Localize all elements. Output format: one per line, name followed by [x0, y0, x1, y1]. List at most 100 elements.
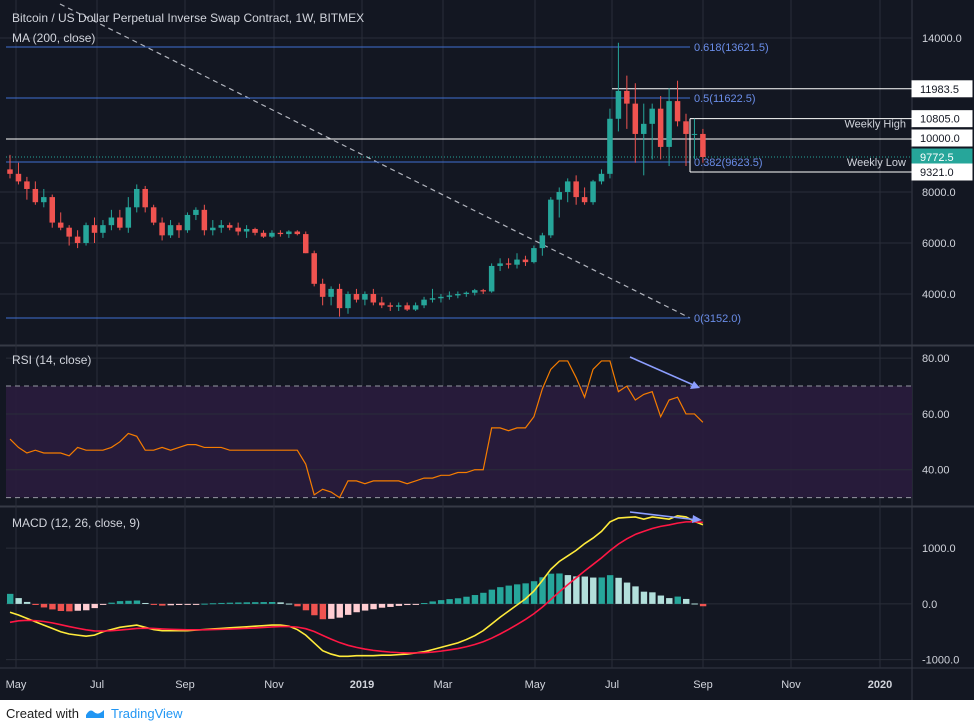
macd-histogram-bar — [361, 603, 369, 611]
rsi-arrowhead — [690, 381, 700, 389]
macd-histogram-bar — [32, 603, 39, 605]
time-axis-tick: May — [6, 679, 27, 691]
macd-histogram-bar — [74, 603, 81, 611]
candle-body — [472, 290, 478, 293]
time-axis-tick: 2019 — [350, 679, 374, 691]
price-tag-box — [911, 80, 973, 98]
price-axis-tick: 8000.0 — [922, 187, 956, 199]
macd-histogram-bar — [184, 603, 191, 605]
macd-histogram-bar — [99, 603, 107, 605]
time-axis[interactable]: May Jul Sep Nov 2019 Mar May Jul Sep Nov 2020 — [6, 679, 893, 691]
candle-body — [404, 305, 410, 310]
rsi-band — [6, 386, 912, 498]
time-axis-tick: Nov — [781, 679, 801, 691]
macd-histogram-bar — [159, 603, 166, 606]
candle-body — [286, 231, 292, 235]
macd-histogram-bar — [345, 603, 352, 615]
macd-histogram-bar — [454, 598, 462, 604]
candle-body — [598, 173, 605, 182]
macd-histogram-bar — [471, 595, 479, 604]
macd-histogram-bar — [421, 603, 428, 605]
candle-body — [395, 305, 402, 307]
price-axis[interactable]: 14000.0 8000.0 6000.0 4000.0 11983.5 10805.0 1… — [911, 33, 973, 667]
rsi-axis-tick: 80.00 — [922, 353, 950, 365]
created-with-text: Created with — [6, 705, 79, 721]
macd-histogram-bar — [226, 602, 234, 604]
macd-histogram-bar — [209, 603, 217, 605]
macd-histogram-bar — [429, 601, 436, 604]
macd-histogram-bar — [598, 577, 605, 604]
macd-histogram-bar — [116, 601, 124, 604]
ma-indicator-label[interactable]: MA (200, close) — [12, 31, 95, 45]
price-pane[interactable]: 0.618(13621.5) 0.5(11622.5) 0.382(9623.5) 0… — [6, 3, 912, 325]
macd-histogram-bar — [370, 603, 377, 610]
macd-histogram-bar — [530, 581, 538, 604]
macd-histogram-bar — [294, 603, 301, 607]
candle-body — [607, 118, 613, 174]
candle-body — [421, 299, 427, 306]
macd-histogram-bar — [590, 577, 597, 604]
macd-histogram-bar — [480, 592, 487, 604]
candle-body — [438, 296, 444, 299]
candle-body — [632, 103, 639, 134]
candle-body — [455, 294, 461, 296]
macd-histogram-bar — [573, 576, 580, 604]
macd-histogram-bar — [699, 603, 707, 607]
time-axis-tick: Sep — [693, 679, 713, 691]
macd-histogram-bar — [378, 603, 386, 608]
candle-body — [150, 207, 157, 223]
macd-histogram-bar — [505, 585, 512, 604]
macd-histogram-bar — [581, 576, 588, 604]
candle-body — [269, 232, 275, 237]
candle-body — [641, 123, 647, 134]
candle-body — [15, 173, 22, 182]
candle-body — [336, 288, 343, 309]
macd-histogram-bar — [319, 603, 327, 620]
macd-histogram-bar — [176, 603, 183, 605]
candle-body — [91, 225, 98, 233]
weekly-note-label: Weekly High — [844, 119, 906, 131]
candle-body — [49, 197, 55, 223]
candle-body — [24, 181, 30, 189]
price-tag-label: 9321.0 — [920, 167, 954, 179]
rsi-divergence-arrow — [629, 356, 699, 388]
macd-histogram-bar — [192, 603, 200, 605]
macd-axis-tick: 0.0 — [922, 599, 937, 611]
candle-body — [700, 133, 706, 157]
candle-body — [201, 209, 208, 231]
candle-body — [100, 225, 106, 233]
macd-histogram-bar — [387, 603, 394, 607]
macd-histogram-bar — [328, 603, 335, 619]
macd-histogram-bar — [125, 600, 132, 604]
candle-body — [666, 101, 672, 147]
macd-histogram-bar — [666, 598, 673, 604]
weekly-note-label: Weekly Low — [847, 157, 906, 169]
candle-body — [66, 227, 72, 237]
macd-histogram-bar — [488, 589, 496, 604]
candle-body — [497, 263, 503, 266]
candle-body — [624, 90, 630, 104]
candle-body — [691, 133, 698, 135]
macd-histogram-bar — [268, 601, 276, 604]
macd-histogram-bar — [91, 603, 98, 609]
candle-body — [590, 181, 596, 203]
price-axis-tick: 4000.0 — [922, 289, 956, 301]
macd-label: MACD (12, 26, close, 9) — [12, 516, 140, 530]
fib-level-label: 0.618(13621.5) — [694, 42, 769, 54]
candle-body — [176, 225, 182, 231]
tradingview-link[interactable]: TradingView — [110, 705, 183, 721]
macd-histogram-bar — [539, 577, 546, 604]
rsi-pane[interactable]: RSI (14, close) — [6, 353, 912, 499]
time-axis-tick: Nov — [264, 679, 284, 691]
candle-body — [142, 188, 148, 208]
candle-body — [683, 121, 689, 134]
rsi-label: RSI (14, close) — [12, 353, 91, 367]
macd-pane[interactable]: MACD (12, 26, close, 9) — [6, 511, 912, 661]
candle-body — [581, 197, 588, 203]
macd-histogram-bar — [201, 603, 208, 605]
candle-body — [74, 236, 81, 243]
candle-body — [311, 253, 317, 284]
candle-body — [488, 265, 495, 292]
macd-axis-tick: 1000.0 — [922, 543, 956, 555]
